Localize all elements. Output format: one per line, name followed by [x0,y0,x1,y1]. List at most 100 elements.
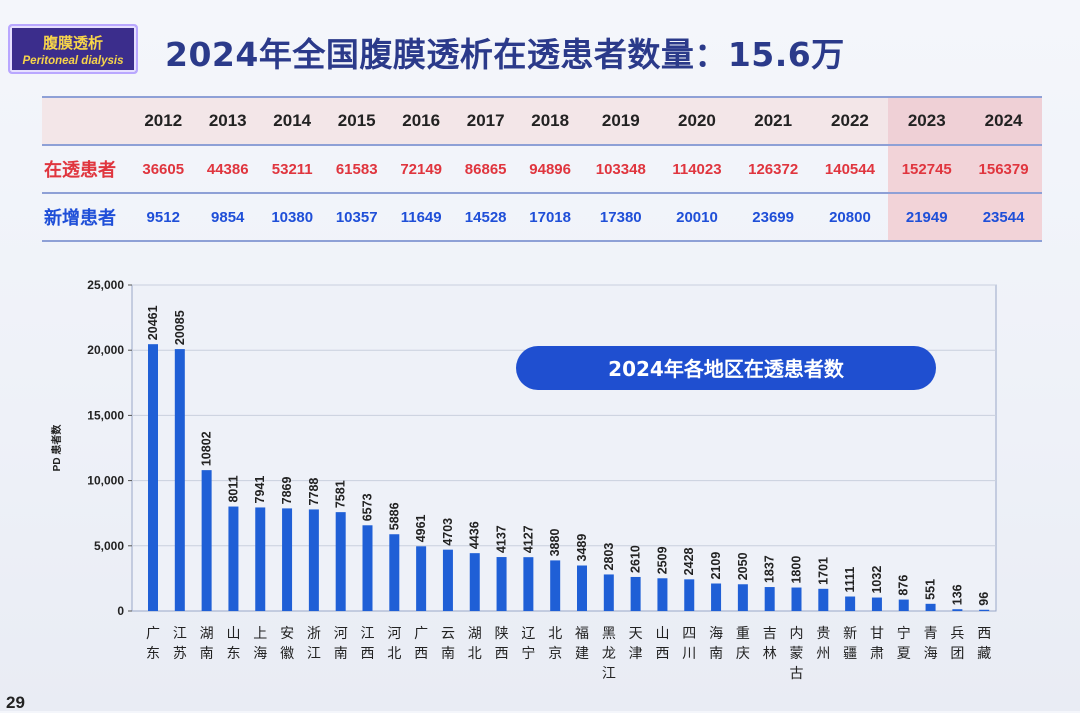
page-number: 29 [6,693,25,712]
year-header-cell: 2019 [582,96,660,146]
new-patients-cell: 10357 [324,193,389,242]
bar [711,583,722,611]
category-label: 西 [977,625,991,641]
year-header-cell: 2022 [811,96,889,146]
category-label: 吉 [763,625,777,641]
category-label: 建 [575,645,589,661]
active-patients-cell: 44386 [195,145,260,194]
category-label: 黑 [602,625,616,641]
active-patients-cell: 103348 [582,145,660,194]
bar [416,546,427,611]
bar [952,609,963,611]
category-label: 西 [414,645,428,661]
category-label: 南 [441,645,455,661]
bar [201,470,212,611]
category-label: 天 [629,625,643,641]
bar [657,578,668,611]
bar [764,587,775,611]
category-label: 京 [548,645,562,661]
category-label: 北 [468,645,482,661]
new-patients-cell: 11649 [388,193,454,242]
bar-value-label: 10802 [200,431,214,466]
bar-value-label: 96 [977,592,991,606]
category-label: 江 [173,625,187,641]
bar [174,349,185,611]
new-patients-cell: 23699 [734,193,812,242]
bar [898,599,909,611]
category-label: 西 [495,645,509,661]
new-patients-cell: 17380 [582,193,660,242]
active-patients-cell: 72149 [388,145,454,194]
category-label: 龙 [602,645,616,661]
new-patients-cell: 14528 [453,193,518,242]
y-axis-label: PD 患者数 [50,424,63,472]
bar-value-label: 3880 [548,529,562,557]
chart-title: 2024年各地区在透患者数 [608,357,845,381]
new-patients-cell: 21949 [888,193,966,242]
category-label: 兵 [950,625,964,641]
bar-value-label: 2109 [709,552,723,580]
bar-value-label: 876 [897,575,911,596]
bar-value-label: 4436 [468,521,482,549]
new-patients-label: 新增患者 [42,193,131,242]
bar [362,525,373,611]
page-title: 2024年全国腹膜透析在透患者数量：15.6万 [165,35,845,74]
bar [925,603,936,611]
category-label: 南 [709,645,723,661]
active-patients-cell: 152745 [888,145,966,194]
year-header-cell: 2018 [517,96,583,146]
category-label: 古 [790,665,804,681]
y-tick-label: 0 [117,604,124,618]
bar [791,587,802,611]
category-label: 庆 [736,645,750,661]
y-tick-label: 15,000 [87,408,124,422]
category-label: 四 [682,625,696,641]
category-label: 山 [655,625,669,641]
category-label: 宁 [521,645,535,661]
bar [389,534,400,611]
bar-value-label: 7941 [253,476,267,504]
year-header-cell: 2021 [734,96,812,146]
bar-value-label: 551 [924,579,938,600]
active-patients-cell: 126372 [734,145,812,194]
section-badge: 腹膜透析 Peritoneal dialysis [8,24,138,74]
category-label: 徽 [280,645,294,661]
y-tick-label: 5,000 [94,539,124,553]
category-label: 河 [387,625,401,641]
y-tick-label: 25,000 [87,278,124,292]
bar [335,512,346,611]
bar-value-label: 4137 [495,525,509,553]
category-label: 南 [200,645,214,661]
bar [148,344,158,611]
bar-value-label: 3489 [575,534,589,562]
category-label: 海 [924,645,938,661]
category-label: 浙 [307,625,321,641]
chart-title-pill [516,346,936,390]
category-label: 林 [763,645,777,661]
new-patients-cell: 23544 [965,193,1042,242]
new-patients-cell: 9854 [195,193,260,242]
bar-value-label: 136 [950,584,964,605]
category-label: 东 [226,645,240,661]
category-label: 东 [146,645,160,661]
bar [550,560,561,611]
bar-value-label: 2509 [655,546,669,574]
category-label: 青 [924,625,938,641]
active-patients-cell: 156379 [965,145,1042,194]
category-label: 州 [816,645,830,661]
bar-value-label: 8011 [226,475,240,502]
category-label: 北 [548,625,562,641]
bar [818,588,829,611]
category-label: 西 [655,645,669,661]
active-patients-cell: 86865 [453,145,518,194]
bar [523,557,534,611]
category-label: 疆 [843,645,857,661]
bar-value-label: 1837 [763,555,777,583]
year-header-cell: 2012 [131,96,196,146]
category-label: 贵 [816,625,830,641]
bar [684,579,695,611]
category-label: 夏 [897,645,911,661]
category-label: 江 [602,665,616,681]
y-tick-label: 20,000 [87,343,124,357]
